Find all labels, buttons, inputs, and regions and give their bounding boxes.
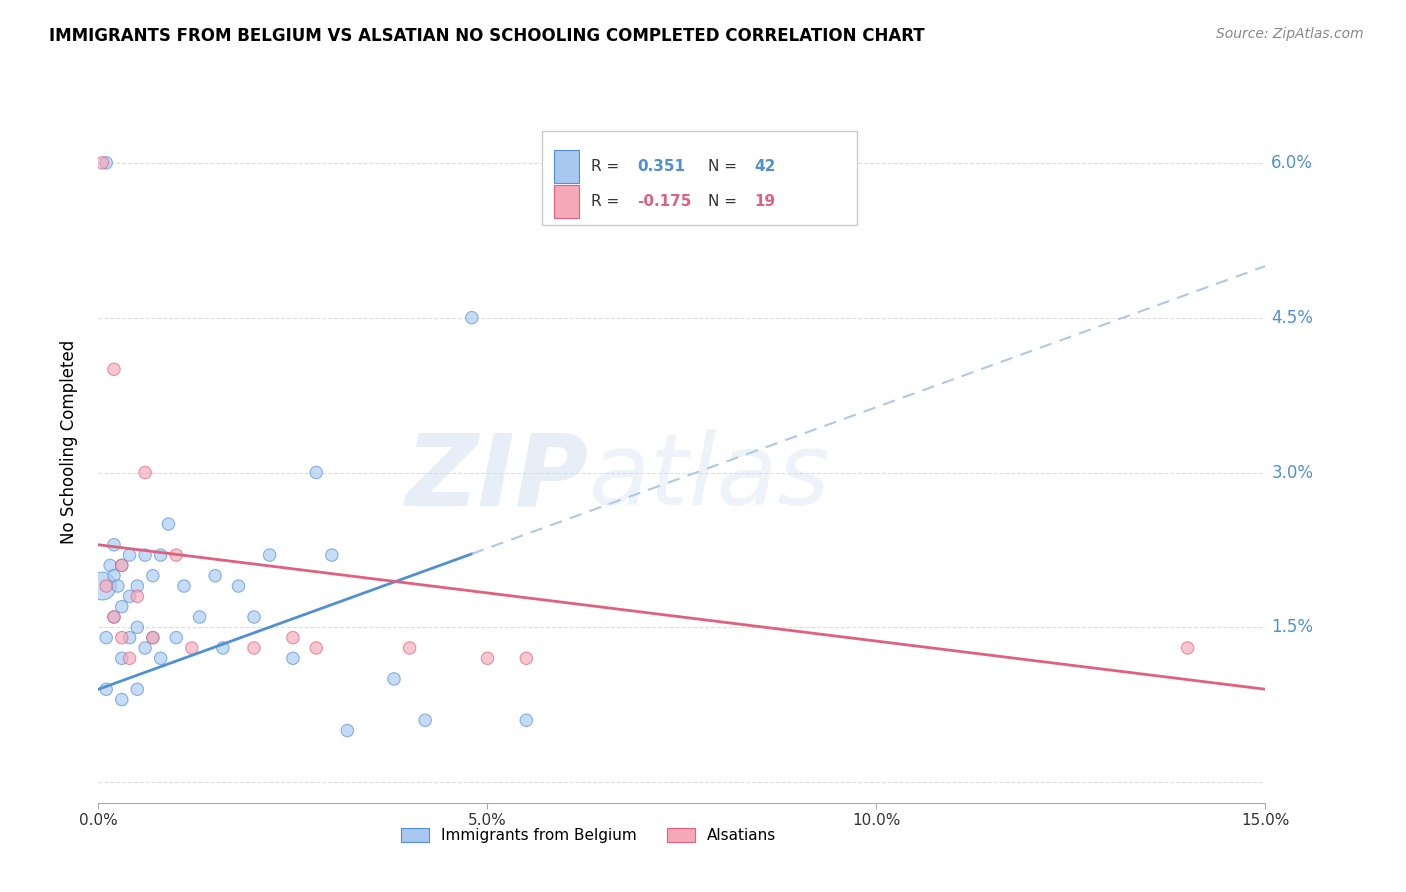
Point [127, 620, 149, 634]
Point [142, 631, 165, 645]
Point [180, 640, 202, 655]
Point [96, 631, 118, 645]
Point [134, 640, 156, 655]
Text: 6.0%: 6.0% [1271, 153, 1313, 172]
Point [111, 599, 134, 614]
Point [515, 651, 537, 665]
Text: 3.0%: 3.0% [1271, 464, 1313, 482]
Point [111, 558, 134, 573]
Point [142, 631, 165, 645]
Legend: Immigrants from Belgium, Alsatians: Immigrants from Belgium, Alsatians [395, 822, 782, 849]
Point [305, 466, 328, 480]
Point [98, 558, 121, 573]
Point [382, 672, 405, 686]
Point [461, 310, 484, 325]
Point [305, 640, 328, 655]
Point [127, 579, 149, 593]
Text: N =: N = [707, 194, 741, 209]
Point [107, 579, 129, 593]
Text: ZIP: ZIP [405, 429, 589, 526]
Text: IMMIGRANTS FROM BELGIUM VS ALSATIAN NO SCHOOLING COMPLETED CORRELATION CHART: IMMIGRANTS FROM BELGIUM VS ALSATIAN NO S… [49, 27, 925, 45]
Point [118, 548, 141, 562]
Point [204, 568, 226, 582]
Point [243, 640, 266, 655]
Point [212, 640, 235, 655]
Point [228, 579, 250, 593]
Point [413, 713, 436, 727]
Text: N =: N = [707, 159, 741, 174]
Point [111, 631, 134, 645]
Point [259, 548, 281, 562]
Text: Source: ZipAtlas.com: Source: ZipAtlas.com [1216, 27, 1364, 41]
Point [103, 610, 125, 624]
Point [134, 466, 156, 480]
Bar [554, 185, 579, 218]
Text: 1.5%: 1.5% [1271, 618, 1313, 636]
Point [118, 651, 141, 665]
Point [127, 682, 149, 697]
Y-axis label: No Schooling Completed: No Schooling Completed [59, 340, 77, 543]
Point [149, 548, 172, 562]
Text: R =: R = [591, 159, 624, 174]
Point [111, 558, 134, 573]
Point [515, 713, 537, 727]
Point [111, 692, 134, 706]
Bar [554, 150, 579, 183]
Point [118, 631, 141, 645]
Point [188, 610, 211, 624]
Text: 42: 42 [754, 159, 776, 174]
Point [111, 651, 134, 665]
Point [118, 590, 141, 604]
Point [96, 682, 118, 697]
Point [321, 548, 343, 562]
Point [243, 610, 266, 624]
Text: R =: R = [591, 194, 624, 209]
Point [281, 651, 304, 665]
FancyBboxPatch shape [541, 131, 858, 225]
Point [127, 590, 149, 604]
Point [165, 548, 187, 562]
Point [96, 156, 118, 170]
Point [1177, 640, 1199, 655]
Point [142, 568, 165, 582]
Point [103, 362, 125, 376]
Point [165, 631, 187, 645]
Point [103, 610, 125, 624]
Point [103, 538, 125, 552]
Point [103, 568, 125, 582]
Text: -0.175: -0.175 [637, 194, 692, 209]
Point [149, 651, 172, 665]
Text: 4.5%: 4.5% [1271, 309, 1313, 326]
Point [157, 517, 180, 532]
Text: 19: 19 [754, 194, 775, 209]
Point [336, 723, 359, 738]
Point [91, 156, 114, 170]
Point [477, 651, 499, 665]
Point [281, 631, 304, 645]
Point [398, 640, 420, 655]
Point [96, 579, 118, 593]
Text: atlas: atlas [589, 429, 830, 526]
Point [91, 579, 114, 593]
Text: 0.351: 0.351 [637, 159, 686, 174]
Point [173, 579, 195, 593]
Point [134, 548, 156, 562]
